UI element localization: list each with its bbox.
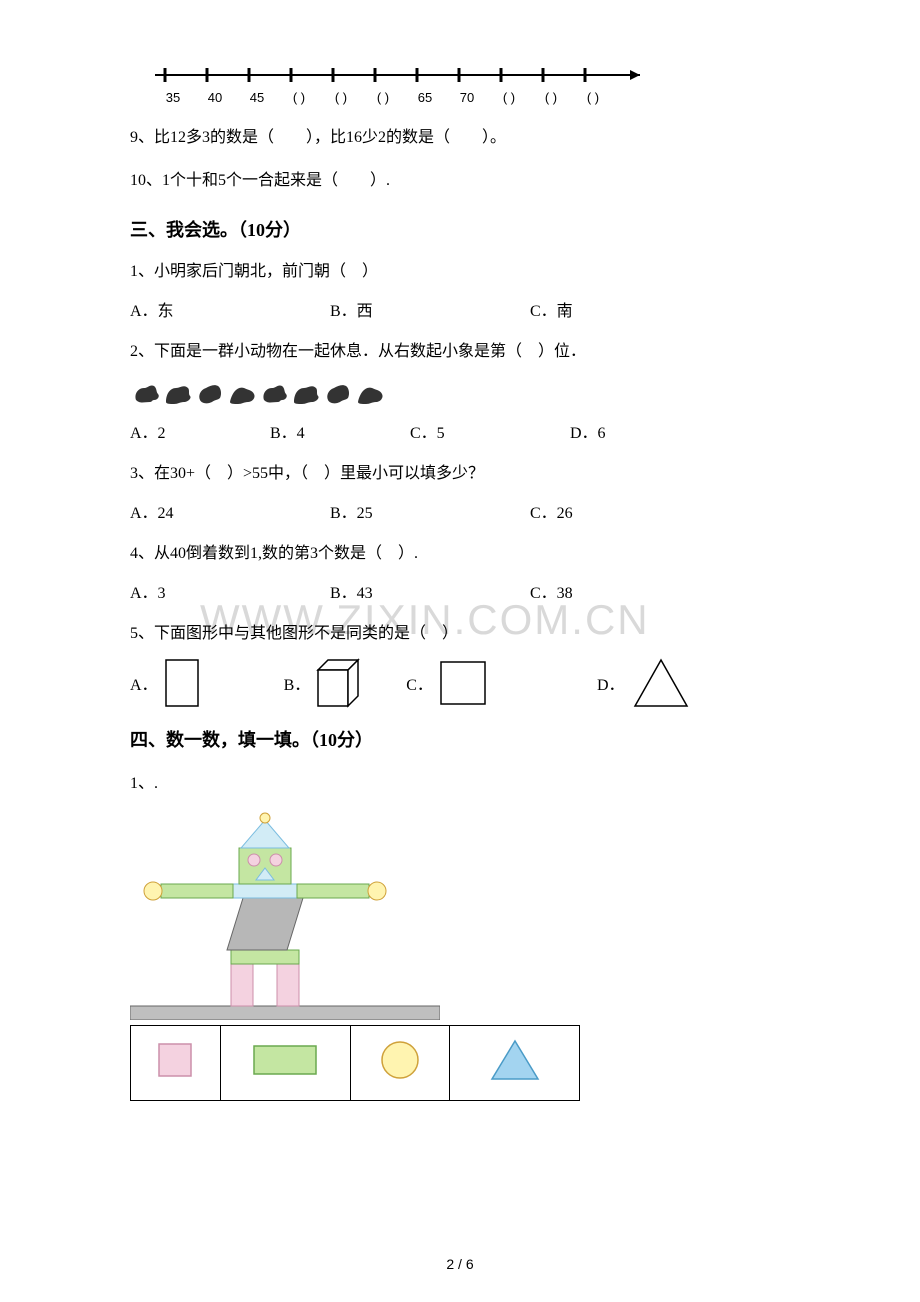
animal-icon xyxy=(354,376,386,408)
s3q3-stem: 3、在30+（ ）>55中，（ ）里最小可以填多少？ xyxy=(130,458,790,490)
robot-figure xyxy=(130,810,790,1025)
number-line-svg xyxy=(150,60,660,90)
s3q5-B-label: B． xyxy=(284,671,311,695)
shape-count-table xyxy=(130,1025,580,1101)
s3q4-C: C．38 xyxy=(530,578,730,610)
s3q1-stem: 1、小明家后门朝北，前门朝（ ） xyxy=(130,256,790,288)
s3q2-D: D．6 xyxy=(570,418,710,450)
animals-row xyxy=(130,376,790,408)
s3q3-B: B．25 xyxy=(330,498,530,530)
s3q2-B: B．4 xyxy=(270,418,410,450)
rect-shape-icon xyxy=(164,658,204,708)
s3q2-stem: 2、下面是一群小动物在一起休息．从右数起小象是第（ ）位． xyxy=(130,336,790,368)
table-cell-triangle xyxy=(450,1025,580,1100)
s3q2-A: A．2 xyxy=(130,418,270,450)
circle-icon xyxy=(378,1038,422,1082)
s3q1-A: A．东 xyxy=(130,296,330,328)
page-content: 354045( )( )( )6570( )( )( ) 9、比12多3的数是（… xyxy=(130,60,790,1101)
s3q2-opts: A．2 B．4 C．5 D．6 xyxy=(130,418,790,450)
s3q4-stem: 4、从40倒着数到1,数的第3个数是（ ）. xyxy=(130,538,790,570)
q9-text: 9、比12多3的数是（ ），比16少2的数是（ ）。 xyxy=(130,120,790,155)
s3q4-A: A．3 xyxy=(130,578,330,610)
animal-icon xyxy=(130,376,162,408)
animal-icon xyxy=(162,376,194,408)
s3q5-D-label: D． xyxy=(597,671,625,695)
triangle-shape-icon xyxy=(631,658,691,708)
square-shape-icon xyxy=(439,660,487,706)
s3q5-opts: A． B． C． D． xyxy=(130,658,790,708)
q10-text: 10、1个十和5个一合起来是（ ）. xyxy=(130,163,790,198)
robot-svg xyxy=(130,810,440,1020)
number-line: 354045( )( )( )6570( )( )( ) xyxy=(150,60,790,105)
s3q5-stem: 5、下面图形中与其他图形不是同类的是（ ） xyxy=(130,618,790,650)
table-cell-square xyxy=(131,1025,221,1100)
s3q1-C: C．南 xyxy=(530,296,730,328)
animal-icon xyxy=(322,376,354,408)
rectangle-icon xyxy=(250,1040,320,1080)
square-icon xyxy=(155,1040,195,1080)
table-cell-rect xyxy=(220,1025,350,1100)
s3q5-C-label: C． xyxy=(406,671,433,695)
number-line-labels: 354045( )( )( )6570( )( )( ) xyxy=(152,90,790,105)
s3q4-opts: A．3 B．43 C．38 xyxy=(130,578,790,610)
table-cell-circle xyxy=(350,1025,450,1100)
triangle-icon xyxy=(488,1037,542,1083)
s3q1-opts: A．东 B．西 C．南 xyxy=(130,296,790,328)
s3q3-opts: A．24 B．25 C．26 xyxy=(130,498,790,530)
section3-title: 三、我会选。（10分） xyxy=(130,216,790,242)
page-number: 2 / 6 xyxy=(0,1256,920,1272)
animal-icon xyxy=(258,376,290,408)
s4q1-label: 1、. xyxy=(130,766,790,801)
s3q5-A-label: A． xyxy=(130,671,158,695)
s3q4-B: B．43 xyxy=(330,578,530,610)
s3q3-C: C．26 xyxy=(530,498,730,530)
s3q1-B: B．西 xyxy=(330,296,530,328)
cuboid-shape-icon xyxy=(316,658,366,708)
s3q2-C: C．5 xyxy=(410,418,570,450)
animal-icon xyxy=(226,376,258,408)
s3q3-A: A．24 xyxy=(130,498,330,530)
animal-icon xyxy=(290,376,322,408)
animal-icon xyxy=(194,376,226,408)
section4-title: 四、数一数，填一填。（10分） xyxy=(130,726,790,752)
